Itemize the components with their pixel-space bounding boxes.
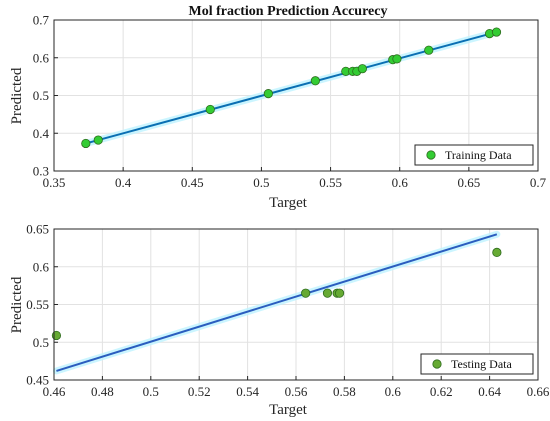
x-tick-label: 0.64 <box>478 384 501 399</box>
data-point <box>492 247 502 258</box>
x-tick-label: 0.58 <box>333 384 356 399</box>
legend-box <box>414 144 534 166</box>
plot-1: 0.46 0.48 0.5 0.52 0.54 0.56 0.58 0.6 0.62 0.64 0.… <box>26 222 550 400</box>
chart-title: Mol fraction Prediction Accurecy <box>189 4 388 19</box>
axes-frame <box>53 19 539 172</box>
data-point <box>424 45 434 55</box>
x-tick-label: 0.6 <box>385 384 402 399</box>
y-tick-label: 0.55 <box>26 297 49 312</box>
x-tick-label: 0.4 <box>115 175 132 190</box>
y-tick-label: 0.45 <box>26 373 49 388</box>
y-tick-label: 0.4 <box>33 126 50 141</box>
x-tick-label: 0.5 <box>143 384 159 399</box>
y-tick-label: 0.5 <box>33 335 49 350</box>
x-tick-label: 0.5 <box>253 175 269 190</box>
x-tick-label: 0.6 <box>392 175 409 190</box>
data-point <box>263 89 273 99</box>
data-point <box>392 54 402 64</box>
x-tick-label: 0.65 <box>457 175 480 190</box>
x-tick-label: 0.35 <box>43 175 66 190</box>
x-tick-label: 0.52 <box>188 384 211 399</box>
x-tick-label: 0.48 <box>91 384 114 399</box>
data-point <box>491 27 502 37</box>
plot-0: 0.35 0.4 0.45 0.5 0.55 0.6 0.65 0.7 0.3 0.4 0.5 0.6… <box>33 13 547 191</box>
fit-line <box>56 233 498 372</box>
y-tick-label: 0.65 <box>26 222 49 237</box>
x-tick-label: 0.56 <box>285 384 308 399</box>
data-point <box>310 76 320 86</box>
axes-frame <box>53 228 539 381</box>
x-axis-label: Target <box>269 195 308 211</box>
x-tick-label: 0.45 <box>181 175 204 190</box>
y-axis-label: Predicted <box>9 276 25 333</box>
legend-marker <box>426 150 436 160</box>
y-tick-label: 0.3 <box>33 164 49 179</box>
x-tick-label: 0.54 <box>236 384 259 399</box>
y-tick-label: 0.5 <box>33 88 49 103</box>
data-point <box>357 64 367 74</box>
data-point <box>334 288 345 298</box>
legend-label: Training Data <box>445 148 512 162</box>
data-point <box>301 288 311 298</box>
data-point <box>322 288 333 298</box>
legend-marker <box>432 359 442 369</box>
y-tick-label: 0.7 <box>33 13 50 28</box>
legend-box <box>420 353 534 375</box>
y-axis-label: Predicted <box>9 67 25 124</box>
data-point <box>93 135 103 145</box>
y-tick-label: 0.6 <box>33 259 50 274</box>
data-point <box>205 104 215 115</box>
x-tick-label: 0.55 <box>319 175 342 190</box>
x-tick-label: 0.66 <box>527 384 550 399</box>
x-tick-label: 0.62 <box>430 384 453 399</box>
data-point <box>81 138 91 149</box>
data-point <box>51 330 62 341</box>
y-tick-label: 0.6 <box>33 50 50 65</box>
x-tick-label: 0.7 <box>530 175 547 190</box>
x-tick-label: 0.46 <box>43 384 66 399</box>
legend-label: Testing Data <box>451 357 512 371</box>
x-axis-label: Target <box>269 402 308 418</box>
